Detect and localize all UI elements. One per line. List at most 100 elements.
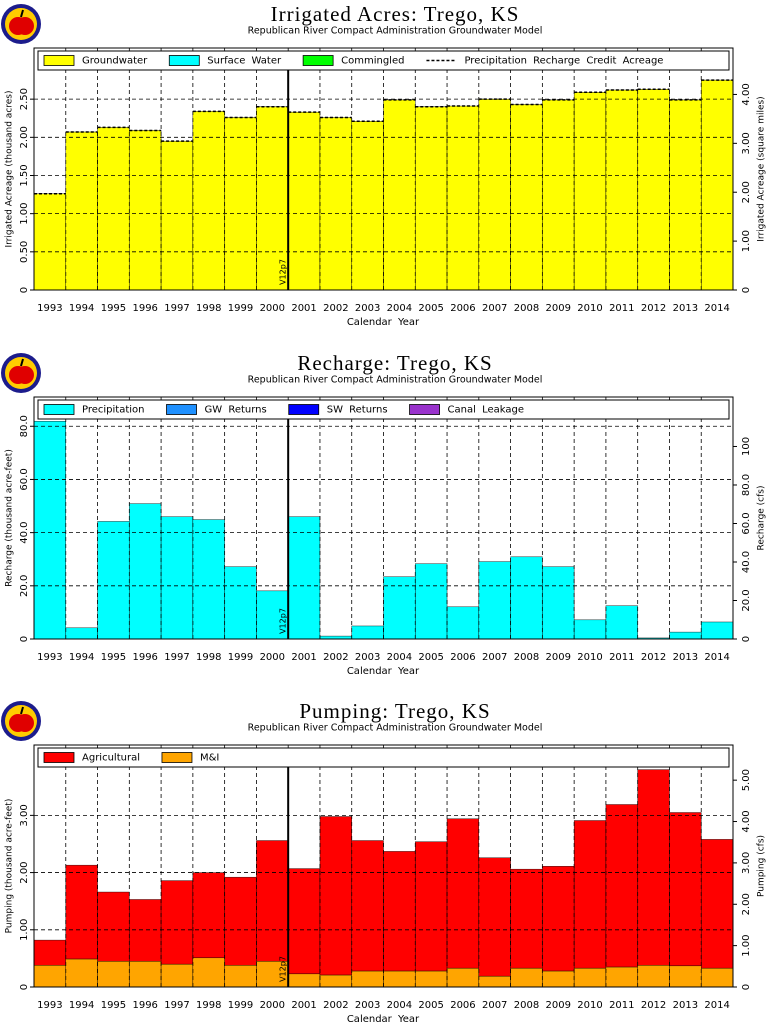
y2-tick-label: 0 [741,636,752,642]
logo [1,701,41,741]
x-tick-label: 2004 [387,303,412,314]
legend-box [37,50,730,71]
x-tick-label: 1998 [196,1000,221,1011]
x-tick-label: 2014 [704,303,729,314]
bar [256,840,289,962]
bar [383,576,416,640]
bar [478,975,511,988]
bar [669,812,702,967]
bar [446,818,480,969]
legend-label: Precipitation Recharge Credit Acreage [464,56,663,67]
plot-frame [33,744,734,988]
bar [97,961,130,988]
bar [97,521,130,640]
x-tick-label: 2010 [577,1000,602,1011]
annotation: V12p7 [279,259,288,285]
x-axis-label: Calendar Year [347,1014,420,1024]
bar [669,631,702,640]
x-tick-label: 2005 [418,652,443,663]
x-tick-label: 2003 [355,652,380,663]
y-tick-label: 1.00 [19,203,30,225]
bar [542,99,575,291]
x-tick-label: 2001 [291,303,316,314]
y-tick-label: 2.00 [19,126,30,148]
x-tick-label: 2005 [418,303,443,314]
bar [542,970,575,988]
bar [701,967,734,988]
bar [605,605,638,640]
y-tick-label: 0.50 [19,241,30,263]
x-tick-label: 1997 [164,1000,189,1011]
y-tick-label: 1.00 [19,919,30,941]
bar [192,111,225,291]
x-tick-label: 2002 [323,652,348,663]
logo-stem [20,9,24,18]
logo-stem [20,706,24,715]
x-tick-label: 1996 [132,1000,157,1011]
annotation: V12p7 [279,956,288,982]
x-tick-label: 2002 [323,303,348,314]
x-tick-label: 2006 [450,303,475,314]
bar [319,816,352,976]
x-tick-label: 1995 [101,652,126,663]
y2-tick-label: 2.00 [741,181,752,203]
legend-label: Surface Water [207,56,282,67]
bar [129,961,162,988]
x-tick-label: 1998 [196,303,221,314]
bar [446,105,480,291]
x-tick-label: 1994 [69,652,94,663]
bar [415,841,448,972]
x-tick-label: 1998 [196,652,221,663]
bar [637,965,670,988]
legend-swatch [43,752,75,763]
bar [224,876,257,966]
bar [351,970,384,988]
y2-tick-label: 0 [741,287,752,293]
x-tick-label: 2010 [577,303,602,314]
bar [160,516,194,640]
bar [605,966,638,988]
bar [573,619,607,640]
bar [224,566,257,640]
x-tick-label: 2007 [482,303,507,314]
x-tick-label: 2000 [260,1000,285,1011]
chart-title: Recharge: Trego, KS [297,351,492,375]
bar [415,970,448,988]
x-tick-label: 2001 [291,1000,316,1011]
y2-axis-label: Recharge (cfs) [757,485,767,550]
x-tick-label: 2003 [355,1000,380,1011]
bar [97,891,130,962]
bar [701,79,734,291]
bar [573,967,607,988]
x-tick-label: 2007 [482,652,507,663]
y2-tick-label: 3.00 [741,852,752,874]
y2-tick-label: 2.00 [741,893,752,915]
chart-title: Irrigated Acres: Trego, KS [271,2,520,26]
legend-label: GW Returns [205,405,267,416]
x-tick-label: 2014 [704,1000,729,1011]
bar [287,111,321,291]
x-tick-label: 1995 [101,303,126,314]
bar [319,974,352,988]
bar [129,130,162,291]
x-tick-label: 2014 [704,652,729,663]
y-tick-label: 0 [19,636,30,642]
y2-tick-label: 1.00 [741,230,752,252]
bar [446,606,480,640]
chart-title: Pumping: Trego, KS [299,699,490,723]
bar [383,970,416,988]
chart-subtitle: Republican River Compact Administration … [248,375,543,386]
bar [65,627,98,640]
x-tick-label: 2006 [450,1000,475,1011]
y-tick-label: 0 [19,287,30,293]
annotation: V12p7 [279,608,288,634]
x-axis-label: Calendar Year [347,317,420,328]
x-tick-label: 1993 [37,303,62,314]
y2-tick-label: 4.00 [741,83,752,105]
bar [605,89,638,291]
logo-apple [16,366,34,384]
x-tick-label: 1997 [164,303,189,314]
bar [224,117,257,291]
x-tick-label: 2008 [514,1000,539,1011]
x-tick-label: 2002 [323,1000,348,1011]
